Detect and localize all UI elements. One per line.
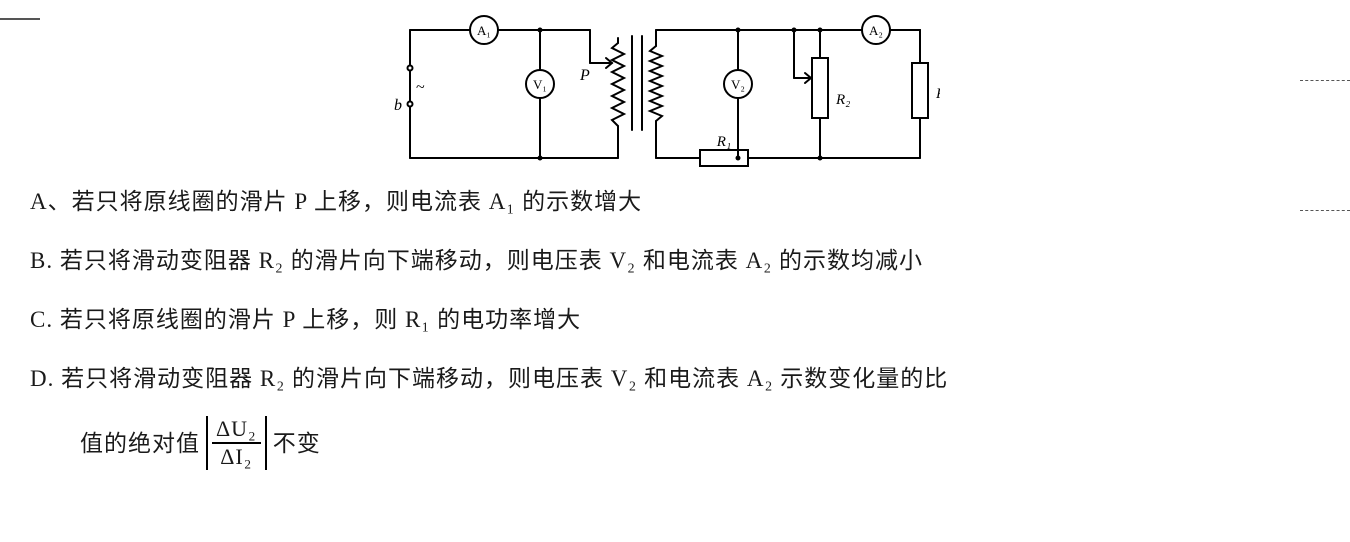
option-b: B. 若只将滑动变阻器 R₂ 的滑片向下端移动，则电压表 V₂ 和电流表 A₂ … xyxy=(30,249,1320,272)
answer-options: A、若只将原线圈的滑片 P 上移，则电流表 A₁ 的示数增大 B. 若只将滑动变… xyxy=(30,190,1320,470)
abs-bar-right xyxy=(265,416,267,470)
fraction-numerator: ΔU₂ xyxy=(212,417,261,441)
r1-label: R₁ xyxy=(716,134,731,150)
option-d-suffix: 不变 xyxy=(273,432,321,455)
slider-p-label: P xyxy=(579,67,590,84)
option-d-prefix: 值的绝对值 xyxy=(80,432,200,455)
r3-label: R₃ xyxy=(935,86,940,102)
option-d-line1: D. 若只将滑动变阻器 R₂ 的滑片向下端移动，则电压表 V₂ 和电流表 A₂ … xyxy=(30,367,1320,390)
option-d-line2: 值的绝对值 ΔU₂ ΔI₂ 不变 xyxy=(80,416,1320,470)
r2-label: R₂ xyxy=(835,92,850,108)
meter-a2-label: A₂ xyxy=(869,23,883,38)
abs-bar-left xyxy=(206,416,208,470)
artifact-dash-right-1 xyxy=(1300,80,1350,81)
fraction: ΔU₂ ΔI₂ xyxy=(212,417,261,469)
fraction-denominator: ΔI₂ xyxy=(216,445,256,469)
meter-v2-label: V₂ xyxy=(731,77,745,92)
abs-fraction: ΔU₂ ΔI₂ xyxy=(204,416,269,470)
option-a: A、若只将原线圈的滑片 P 上移，则电流表 A₁ 的示数增大 xyxy=(30,190,1320,213)
source-b-label: b xyxy=(394,97,402,114)
meter-a1-label: A₁ xyxy=(477,23,491,38)
artifact-dash-left xyxy=(0,18,40,20)
source-tilde: ~ xyxy=(416,79,425,96)
circuit-diagram: A₁ P ~ b V₁ xyxy=(380,8,940,178)
option-c: C. 若只将原线圈的滑片 P 上移，则 R₁ 的电功率增大 xyxy=(30,308,1320,331)
meter-v1-label: V₁ xyxy=(533,77,547,92)
